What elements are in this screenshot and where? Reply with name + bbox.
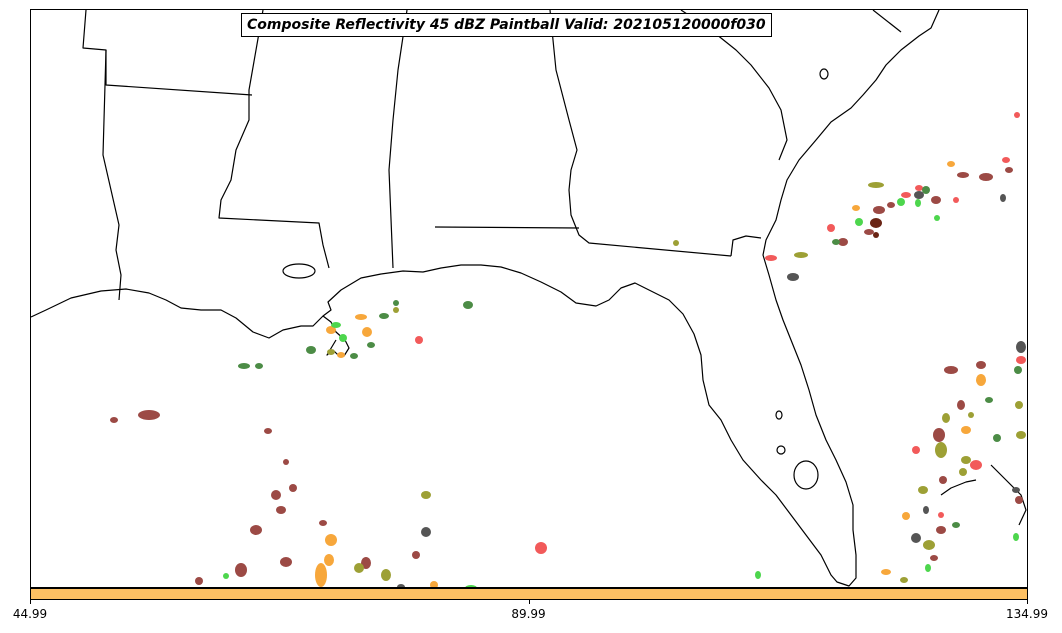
map-frame xyxy=(30,9,1028,588)
colorbar-tick-label: 44.99 xyxy=(12,607,48,621)
lake-small-1 xyxy=(776,445,786,455)
reflectivity-blobs xyxy=(110,112,1026,587)
lake-okeechobee xyxy=(793,460,819,490)
border-al-ga xyxy=(549,10,732,257)
lake-pontchartrain xyxy=(282,263,316,279)
lake-small-2 xyxy=(775,410,783,420)
lake-small-3 xyxy=(819,68,829,80)
border-ga-fl xyxy=(730,235,762,257)
map-canvas xyxy=(31,10,1027,587)
border-ms-al xyxy=(388,10,408,269)
border-nc-sc xyxy=(872,10,902,33)
colorbar-tick-label: 89.99 xyxy=(511,607,546,621)
colorbar-tick xyxy=(30,600,31,604)
border-fl-al xyxy=(434,226,580,229)
colorbar-tick-label: 134.99 xyxy=(1006,607,1048,621)
colorbar xyxy=(30,588,1028,600)
colorbar-tick xyxy=(528,600,530,604)
map-title: Composite Reflectivity 45 dBZ Paintball … xyxy=(241,13,772,37)
colorbar-tick xyxy=(1027,600,1028,604)
bahamas xyxy=(940,464,1027,526)
border-ar-la xyxy=(102,49,122,301)
border-ms-tn-ar xyxy=(82,10,253,96)
border-ms-river xyxy=(218,10,330,269)
gulf-coastline xyxy=(31,10,940,587)
